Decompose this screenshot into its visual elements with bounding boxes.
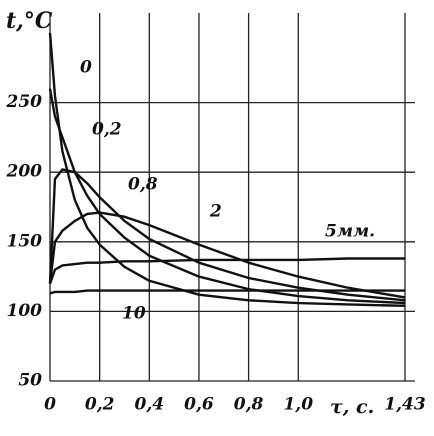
- x-tick-label: 1,0: [283, 395, 313, 415]
- curve-label: 0,8: [128, 175, 158, 195]
- curve-label: 5мм.: [325, 222, 375, 242]
- y-tick-label: 50: [18, 371, 42, 391]
- curve-label: 0: [80, 58, 92, 78]
- y-tick-label: 100: [7, 301, 43, 321]
- y-axis-label: t,°C: [6, 8, 53, 34]
- curve: [48, 211, 406, 299]
- curve: [48, 88, 406, 305]
- curve: [48, 32, 406, 308]
- x-tick-label: 0,2: [85, 395, 115, 415]
- curve: [48, 168, 406, 302]
- x-tick-label: 0,6: [184, 395, 214, 415]
- x-axis-label: τ, c.: [330, 396, 374, 418]
- y-tick-label: 250: [6, 92, 43, 112]
- curve-label: 2: [209, 202, 222, 222]
- x-tick-label: 0: [44, 395, 56, 415]
- curve-label: 10: [122, 304, 146, 324]
- curve: [49, 289, 405, 295]
- x-tick-label: 0,8: [234, 395, 264, 415]
- x-tick-label: 1,43: [384, 395, 426, 415]
- curve: [48, 257, 405, 284]
- y-tick-label: 200: [6, 162, 43, 182]
- y-tick-label: 150: [7, 231, 43, 251]
- curve-label: 0,2: [92, 120, 122, 140]
- x-tick-label: 0,4: [135, 395, 165, 415]
